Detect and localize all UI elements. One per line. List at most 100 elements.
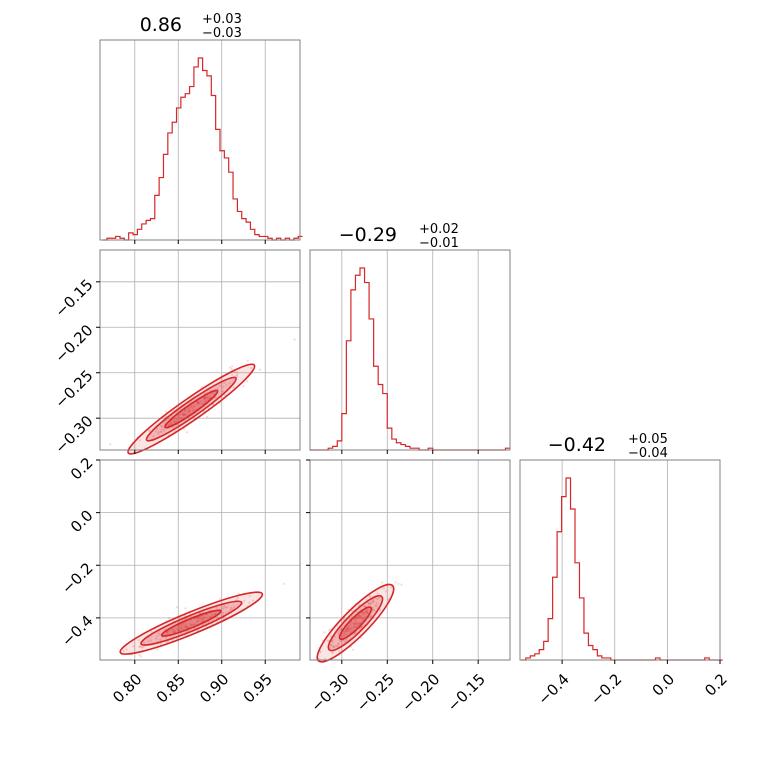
scatter-point (337, 642, 340, 646)
scatter-point (358, 627, 361, 630)
scatter-point (197, 619, 200, 622)
scatter-point (185, 414, 188, 417)
scatter-point (157, 431, 160, 434)
scatter-point (175, 606, 178, 609)
scatter-point (187, 406, 190, 410)
scatter-point (346, 627, 349, 630)
scatter-point (376, 592, 379, 595)
scatter-point (181, 623, 184, 626)
scatter-point (337, 642, 340, 646)
scatter-point (197, 402, 200, 405)
panel-bg (310, 250, 510, 450)
scatter-point (201, 617, 204, 620)
scatter-point (345, 630, 348, 633)
scatter-point (167, 423, 171, 426)
scatter-point (156, 427, 159, 430)
scatter-point (231, 373, 234, 376)
scatter-point (191, 407, 194, 410)
scatter-point (331, 651, 334, 655)
scatter-point (330, 644, 333, 647)
scatter-point (223, 605, 226, 609)
scatter-point (363, 605, 366, 608)
scatter-point (155, 637, 158, 640)
scatter-point (345, 628, 348, 631)
scatter-point (190, 405, 193, 408)
scatter-point (367, 601, 370, 604)
scatter-point (336, 631, 339, 635)
scatter-point (218, 597, 221, 601)
scatter-point (357, 622, 361, 626)
scatter-point (222, 611, 225, 615)
scatter-point (125, 648, 128, 651)
x-tick-label: 0.95 (240, 670, 276, 706)
scatter-point (328, 646, 331, 649)
scatter-point (199, 618, 202, 621)
scatter-point (369, 601, 372, 604)
scatter-point (331, 640, 334, 644)
scatter-point (353, 623, 356, 626)
scatter-point (246, 359, 249, 362)
scatter-point (332, 646, 335, 649)
scatter-point (137, 639, 140, 642)
scatter-point (219, 384, 222, 387)
y-tick-label: −0.25 (51, 367, 96, 412)
scatter-point (174, 630, 177, 633)
scatter-point (206, 396, 209, 399)
scatter-point (283, 582, 286, 585)
scatter-point (184, 623, 187, 627)
panel-2-0 (96, 459, 301, 664)
scatter-point (370, 614, 373, 617)
title-value-1: −0.29 (339, 224, 397, 246)
scatter-point (109, 443, 112, 446)
scatter-point (165, 410, 168, 413)
scatter-point (140, 645, 143, 648)
scatter-point (366, 611, 369, 614)
scatter-point (159, 638, 162, 641)
scatter-point (184, 617, 187, 621)
scatter-point (360, 625, 363, 629)
title-plus-2: +0.05 (628, 432, 668, 447)
scatter-point (203, 397, 206, 400)
scatter-point (363, 605, 366, 608)
scatter-point (194, 622, 197, 626)
scatter-point (246, 380, 249, 383)
scatter-point (164, 636, 167, 639)
scatter-point (184, 630, 187, 634)
scatter-point (365, 611, 369, 614)
scatter-point (333, 645, 336, 648)
scatter-point (170, 422, 173, 425)
scatter-point (161, 425, 164, 428)
scatter-point (139, 655, 142, 658)
contour-level (119, 591, 264, 655)
title-plus-0: +0.03 (202, 12, 242, 27)
scatter-point (196, 401, 199, 404)
scatter-point (181, 628, 184, 631)
scatter-point (196, 619, 199, 622)
scatter-point (335, 644, 338, 648)
scatter-point (230, 608, 233, 611)
scatter-point (202, 618, 205, 621)
scatter-point (343, 633, 346, 636)
contour-level (338, 606, 373, 641)
scatter-point (179, 627, 182, 630)
x-tick-label: 0.2 (701, 670, 731, 700)
scatter-point (359, 616, 362, 620)
panel-2-1 (306, 459, 511, 664)
scatter-point (359, 615, 362, 618)
scatter-point (185, 624, 188, 627)
scatter-point (365, 609, 368, 613)
scatter-point (350, 615, 353, 618)
scatter-point (182, 622, 185, 625)
scatter-point (183, 412, 186, 416)
x-tick-label: −0.4 (534, 670, 572, 708)
scatter-point (356, 616, 359, 619)
scatter-point (182, 625, 185, 628)
scatter-point (160, 424, 163, 427)
scatter-point (163, 429, 166, 432)
scatter-point (167, 630, 170, 633)
scatter-point (349, 626, 352, 629)
scatter-point (152, 435, 155, 438)
scatter-point (230, 368, 233, 371)
scatter-point (352, 622, 355, 625)
x-tick-label: −0.15 (444, 670, 489, 715)
